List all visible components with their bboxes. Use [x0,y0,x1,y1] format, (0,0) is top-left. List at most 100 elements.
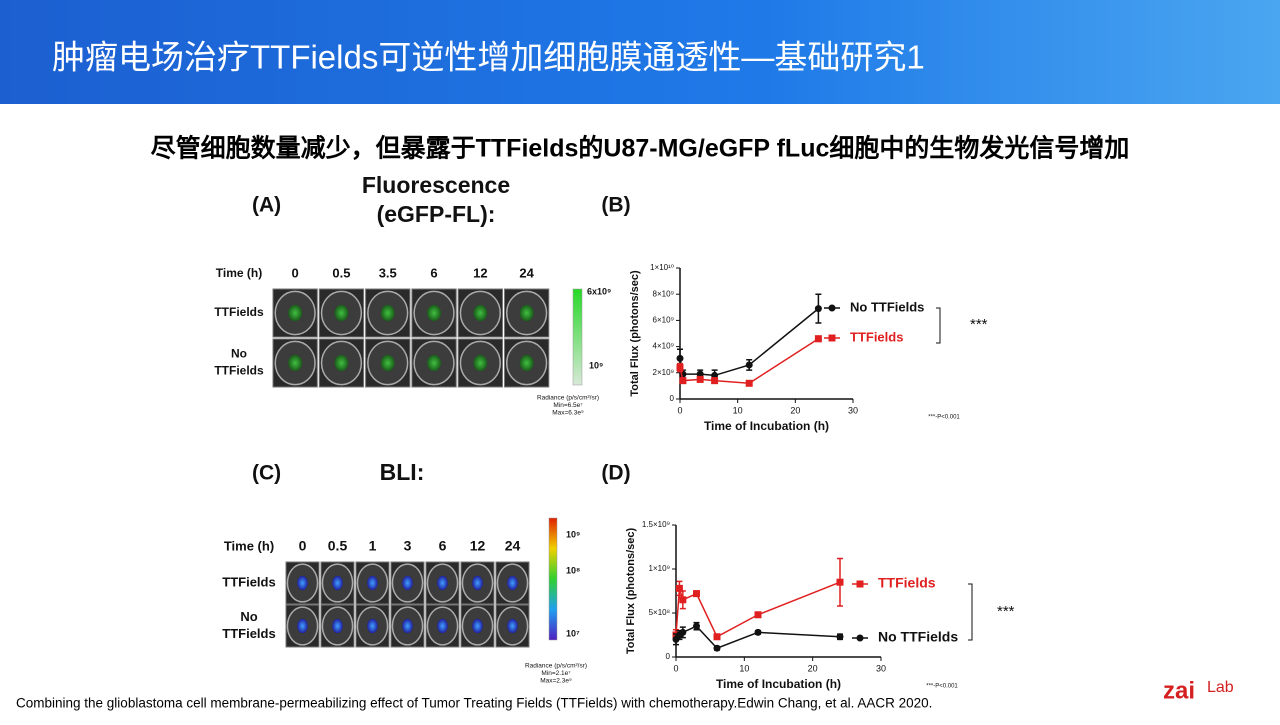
cell-signal [507,575,518,591]
colorbar-label: 10⁹ [589,360,603,370]
point [713,633,721,641]
cell-signal [297,575,308,591]
point [836,578,844,586]
logo: Lab [1207,679,1234,696]
time-value: 1 [369,538,377,554]
time-value: 6 [430,265,437,280]
time-value: 6 [439,538,447,554]
significance-mark: *** [997,603,1015,620]
radiance-label: Radiance (p/s/cm²/sr) [537,395,599,402]
content: (A) Fluorescence (eGFP-FL): Time (h) 0 0.5 3.5… [214,172,1014,691]
colorbar-label: 10⁷ [566,628,580,638]
x-axis-label: Time of Incubation (h) [716,677,841,691]
citation: Combining the glioblastoma cell membrane… [16,696,932,711]
row-label: No [231,347,247,361]
legend-label: No TTFields [850,299,924,314]
panel-label: (C) [252,462,281,485]
row-label: TTFields [222,574,275,589]
significance-mark: *** [970,316,988,333]
time-value: 3.5 [379,265,397,280]
legend-marker [828,304,836,312]
point [693,622,700,630]
radiance-label: Max=2.3e⁹ [540,678,572,685]
point [675,584,683,592]
point [679,628,687,636]
row-label: TTFields [214,364,264,378]
y-tick-label: 2×10⁹ [653,368,674,377]
panel-title: BLI: [380,459,425,485]
time-value: 24 [519,265,534,280]
cell-signal [334,354,349,372]
series-line [675,581,841,638]
y-tick-label: 0 [670,394,675,403]
cell-signal [288,304,303,322]
point [836,633,844,641]
p-value-note: ***-P<0.001 [926,684,958,690]
time-value: 0.5 [332,265,350,280]
cell-signal [437,618,448,634]
subtitle: 尽管细胞数量减少，但暴露于TTFields的U87-MG/eGFP fLuc细胞… [151,134,1130,163]
panel-title: Fluorescence [362,172,510,198]
panel-title: (eGFP-FL): [377,201,496,227]
row-label: No [240,609,257,624]
cell-signal [402,618,413,634]
row-label: TTFields [214,305,264,319]
cell-signal [367,618,378,634]
cell-signal [288,354,303,372]
y-axis-label: Total Flux (photons/sec) [629,270,641,397]
legend-label: TTFields [850,329,903,344]
point [745,379,753,387]
radiance-label: Min=2.1e⁷ [541,670,571,677]
point [676,354,684,362]
cell-signal [437,575,448,591]
panel-label: (A) [252,194,281,217]
point [814,305,822,313]
point [679,596,687,604]
y-tick-label: 1.5×10⁹ [642,520,670,529]
point [754,611,762,619]
legend-label: No TTFields [878,629,958,645]
y-axis-label: Total Flux (photons/sec) [625,528,637,655]
cell-signal [402,575,413,591]
point [745,361,753,369]
x-tick-label: 10 [739,663,749,673]
colorbar [572,288,583,386]
x-axis-label: Time of Incubation (h) [704,419,829,433]
cell-signal [367,575,378,591]
legend-marker [856,580,864,588]
time-label: Time (h) [224,538,274,553]
cell-signal [380,354,395,372]
cell-signal [427,354,441,372]
row-label: TTFields [222,626,275,641]
time-value: 0.5 [328,538,348,554]
point [696,375,704,383]
radiance-label: Max=6.3e⁹ [552,410,584,417]
time-value: 24 [505,538,521,554]
x-tick-label: 0 [677,405,682,415]
point [693,590,700,598]
cell-signal [332,575,343,591]
y-tick-label: 1×10¹⁰ [650,263,674,272]
x-tick-label: 30 [848,405,858,415]
point [754,628,762,636]
time-value: 0 [299,538,307,554]
cell-signal [473,354,488,372]
cell-signal [297,618,308,634]
time-value: 12 [473,265,487,280]
y-tick-label: 5×10⁸ [649,608,670,617]
cell-signal [380,304,395,322]
logo: zai [1163,677,1195,704]
colorbar-label: 6x10⁹ [587,286,611,296]
cell-signal [519,304,534,322]
x-tick-label: 10 [733,405,743,415]
x-tick-label: 0 [673,663,678,673]
cell-signal [472,618,483,634]
legend-marker [856,634,864,642]
x-tick-label: 20 [790,405,800,415]
time-label: Time (h) [216,266,262,280]
radiance-label: Radiance (p/s/cm²/sr) [525,663,587,670]
colorbar [548,517,558,641]
y-tick-label: 4×10⁹ [653,342,674,351]
